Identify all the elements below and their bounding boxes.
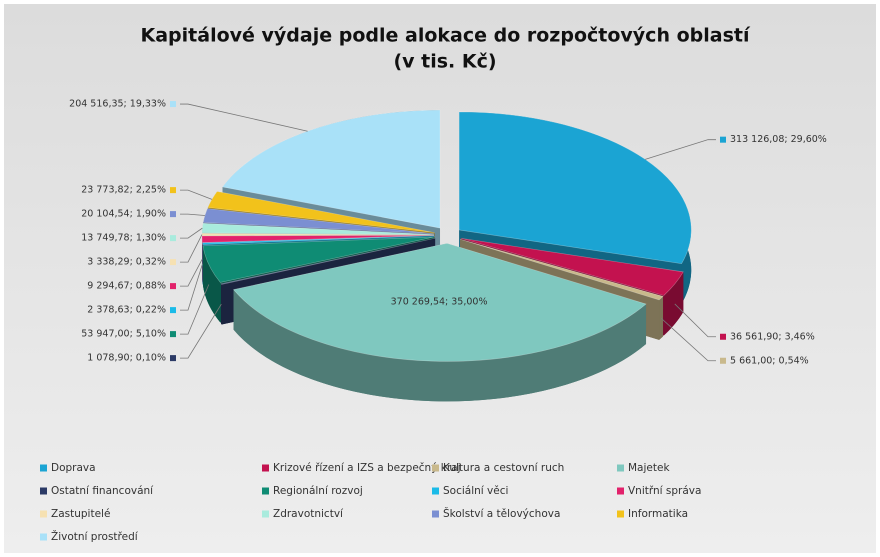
slice <box>460 238 664 301</box>
slice <box>202 236 435 283</box>
legend-label: Zastupitelé <box>51 508 110 520</box>
slice-side <box>659 296 664 340</box>
data-label: 5 661,00; 0,54% <box>730 355 809 366</box>
legend-swatch <box>40 510 47 518</box>
legend-swatch <box>40 487 47 495</box>
legend-swatch <box>262 510 269 518</box>
data-label: 2 378,63; 0,22% <box>87 305 166 316</box>
leader-line <box>660 317 716 362</box>
leader-line <box>645 139 716 160</box>
legend-label: Ostatní financování <box>51 485 154 497</box>
slice <box>201 234 435 243</box>
leader-line <box>674 303 716 338</box>
slice <box>202 235 435 245</box>
legend-label: Vnitřní správa <box>628 485 701 497</box>
data-label: 20 104,54; 1,90% <box>81 209 166 220</box>
leader-line <box>180 103 308 132</box>
label-key <box>720 136 726 143</box>
data-label: 370 269,54; 35,00% <box>391 297 488 308</box>
label-key <box>170 331 176 338</box>
slice <box>220 237 436 285</box>
slice-side <box>663 271 684 336</box>
data-label: 313 126,08; 29,60% <box>730 134 827 145</box>
legend-label: Krizové řízení a IZS a bezpečný kraj <box>273 462 461 474</box>
label-key <box>720 357 726 364</box>
legend-label: Informatika <box>628 508 688 520</box>
label-key <box>170 211 176 218</box>
label-key <box>170 283 176 290</box>
data-label: 1 078,90; 0,10% <box>87 353 166 364</box>
data-label: 13 749,78; 1,30% <box>81 233 166 244</box>
leader-line <box>180 259 203 287</box>
legend-label: Regionální rozvoj <box>273 485 363 497</box>
data-label: 3 338,29; 0,32% <box>87 257 166 268</box>
label-key <box>170 307 176 314</box>
data-label: 53 947,00; 5,10% <box>81 329 166 340</box>
legend-swatch <box>617 510 624 518</box>
legend-swatch <box>262 464 269 472</box>
slice <box>201 222 435 235</box>
label-key <box>170 101 176 108</box>
leader-line <box>180 189 213 200</box>
leader-line <box>180 303 222 359</box>
legend-label: Školství a tělovýchova <box>443 507 560 520</box>
legend-swatch <box>40 533 47 541</box>
slice <box>460 237 684 296</box>
leader-line <box>180 263 203 311</box>
label-key <box>170 187 176 194</box>
legend-label: Životní prostředí <box>51 530 139 543</box>
slice-side <box>203 245 221 323</box>
data-label: 23 773,82; 2,25% <box>81 185 166 196</box>
label-key <box>720 333 726 340</box>
legend-swatch <box>262 487 269 495</box>
legend-swatch <box>617 464 624 472</box>
slice <box>222 109 441 229</box>
legend-swatch <box>432 464 439 472</box>
leader-line <box>180 284 210 335</box>
legend-label: Zdravotnictví <box>273 508 344 520</box>
leader-line <box>180 234 203 263</box>
leader-line <box>180 227 203 239</box>
label-key <box>170 235 176 242</box>
legend-label: Doprava <box>51 462 96 474</box>
legend-label: Kultura a cestovní ruch <box>443 462 564 474</box>
chart-title: Kapitálové výdaje podle alokace do rozpo… <box>141 25 751 47</box>
legend-label: Sociální věci <box>443 485 508 497</box>
legend-swatch <box>432 510 439 518</box>
slice-side <box>233 289 647 402</box>
label-key <box>170 259 176 266</box>
data-label: 204 516,35; 19,33% <box>69 99 166 110</box>
label-key <box>170 355 176 362</box>
legend-swatch <box>432 487 439 495</box>
legend-label: Majetek <box>628 462 670 474</box>
data-label: 9 294,67; 0,88% <box>87 281 166 292</box>
leader-line <box>180 213 205 216</box>
data-label: 36 561,90; 3,46% <box>730 331 815 342</box>
chart-subtitle: (v tis. Kč) <box>393 51 496 73</box>
slice-side <box>221 283 222 325</box>
slice <box>233 243 647 362</box>
legend-swatch <box>40 464 47 472</box>
slice <box>201 233 435 236</box>
legend-swatch <box>617 487 624 495</box>
